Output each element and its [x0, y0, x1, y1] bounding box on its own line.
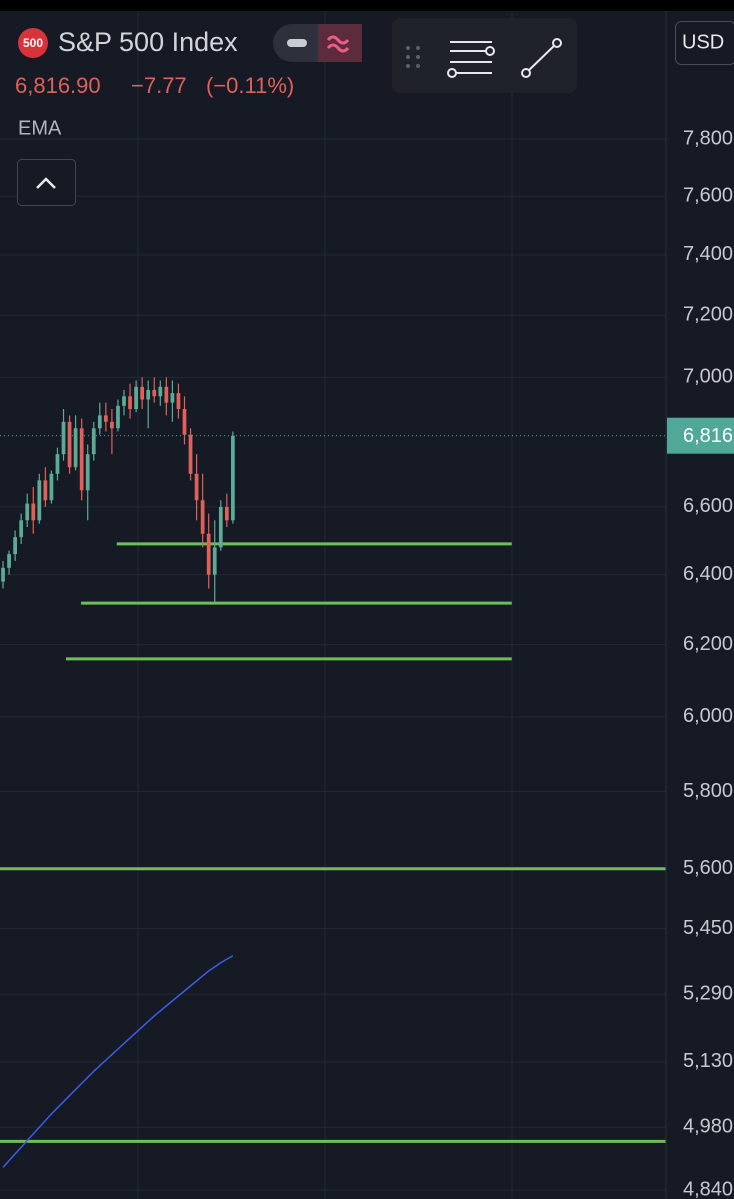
- y-tick-label: 7,400: [683, 243, 733, 265]
- grid: [0, 138, 666, 1191]
- currency[interactable]: USD: [682, 31, 724, 53]
- candle-body: [212, 547, 217, 575]
- candle-body: [73, 428, 78, 468]
- candle-body: [13, 537, 17, 555]
- chevron-icon: [36, 177, 56, 189]
- y-axis: 4,840 4,980 5,130 5,290 5,450 5,600 5,800 6,000…: [667, 127, 734, 1199]
- toggle-icon: [287, 39, 307, 47]
- y-tick-label: 6,000: [683, 705, 733, 727]
- candle-body: [7, 554, 11, 568]
- last-price-label: 6,816.90: [683, 425, 734, 447]
- candle-body: [146, 389, 151, 400]
- candle-body: [67, 421, 72, 468]
- y-tick-label: 4,840: [683, 1178, 733, 1199]
- candle-body: [110, 421, 114, 429]
- candle-body: [224, 506, 229, 521]
- y-tick-label: 5,600: [683, 857, 733, 879]
- candle-body: [116, 405, 120, 429]
- candle-body: [194, 473, 199, 501]
- candle-body: [85, 454, 90, 491]
- candle-body: [49, 473, 54, 501]
- plot: [0, 377, 666, 1168]
- y-tick-label: 7,600: [683, 184, 733, 206]
- toggle-icon: [326, 35, 350, 53]
- status-bar: [0, 0, 734, 11]
- y-tick-label: 5,800: [683, 780, 733, 802]
- candle-body: [188, 434, 193, 474]
- candle-body: [200, 500, 205, 534]
- candle-body: [55, 454, 60, 474]
- floating-toolbar: [392, 18, 577, 93]
- candle-body: [37, 480, 42, 521]
- y-tick-label: 7,000: [683, 366, 733, 388]
- candle-body: [152, 389, 157, 397]
- symbol-badge: 500: [23, 36, 43, 50]
- price: 6,816.90: [15, 73, 101, 98]
- y-tick-label: 6,400: [683, 563, 733, 585]
- ema-line: [2, 955, 234, 1168]
- trendline-icon[interactable]: [521, 38, 562, 78]
- y-tick-label: 5,450: [683, 917, 733, 939]
- candle-body: [182, 409, 187, 435]
- indicator-label[interactable]: EMA: [18, 117, 62, 139]
- candle-body: [218, 506, 223, 548]
- candle-body: [158, 386, 163, 397]
- candle-body: [140, 386, 145, 400]
- candle-body: [91, 428, 96, 455]
- y-tick-label: 7,200: [683, 304, 733, 326]
- symbol-icon: [18, 28, 48, 58]
- change-pct: (−0.11%): [206, 73, 294, 98]
- candle-body: [25, 503, 30, 521]
- candle-body: [134, 386, 138, 410]
- candle-body: [79, 428, 84, 491]
- candle-body: [61, 421, 66, 455]
- candle-body: [128, 396, 132, 410]
- candle-body: [170, 393, 175, 403]
- y-tick-label: 6,600: [683, 495, 733, 517]
- vertical-grid: [137, 11, 513, 1199]
- collapse-button[interactable]: [17, 159, 76, 206]
- candle-body: [231, 435, 235, 521]
- drag-handle: [406, 46, 420, 68]
- settings-icon[interactable]: [447, 41, 495, 78]
- y-tick-label: 7,800: [683, 127, 733, 149]
- symbol-title[interactable]: S&P 500 Index: [58, 27, 238, 57]
- candle-body: [19, 520, 24, 538]
- currency-button[interactable]: [675, 21, 734, 65]
- last-price-badge: [667, 417, 734, 454]
- candle-body: [43, 480, 48, 501]
- y-tick-label: 5,130: [683, 1050, 733, 1072]
- y-tick-label: 6,200: [683, 633, 733, 655]
- candle-body: [206, 533, 211, 575]
- candle-body: [122, 396, 126, 406]
- y-tick-label: 5,290: [683, 982, 733, 1004]
- candle-body: [103, 415, 108, 422]
- candle-body: [1, 567, 5, 582]
- y-tick-label: 4,980: [683, 1115, 733, 1137]
- candle-body: [31, 503, 36, 521]
- change: −7.77: [131, 73, 187, 98]
- candle-body: [164, 386, 169, 403]
- candle-body: [97, 415, 102, 429]
- candle-body: [176, 393, 181, 410]
